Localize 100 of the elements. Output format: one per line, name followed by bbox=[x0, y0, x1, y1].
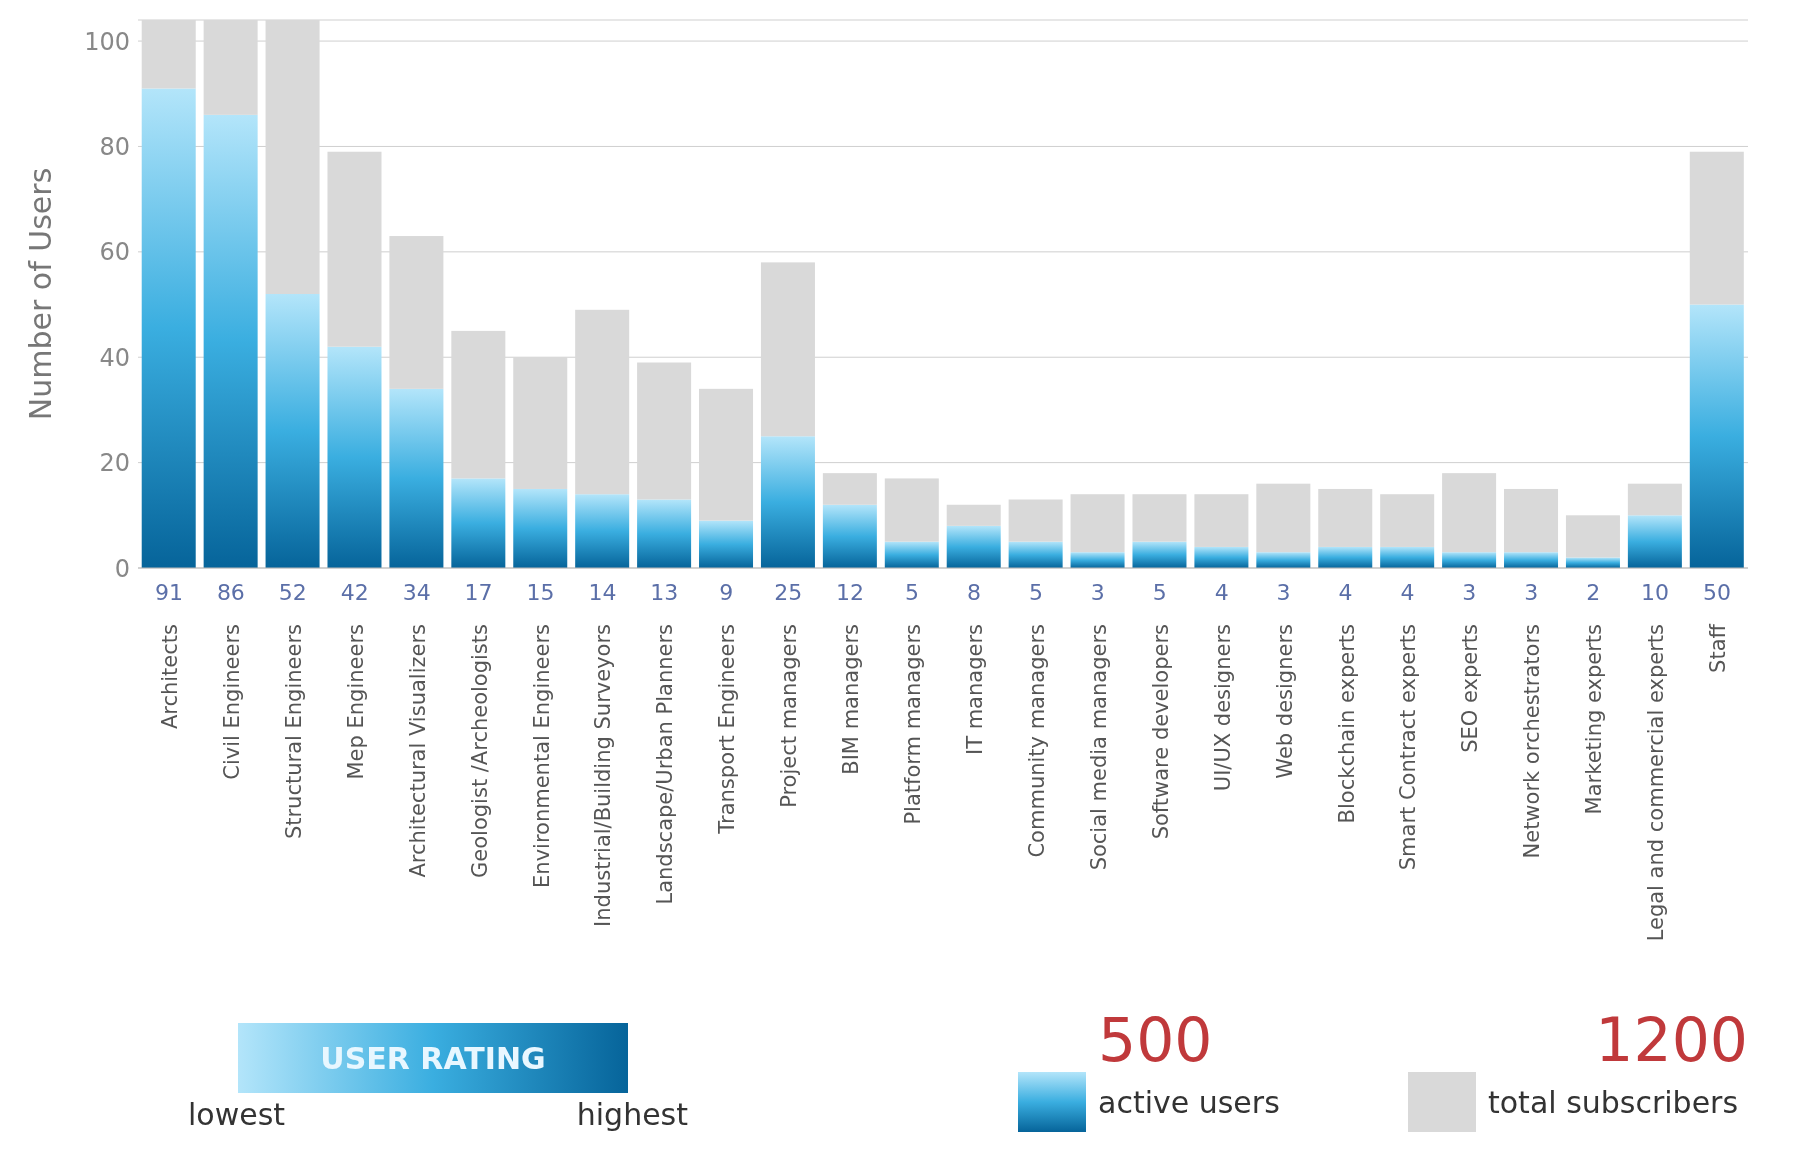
bar bbox=[1070, 494, 1125, 553]
bar bbox=[389, 388, 444, 568]
data-label: 17 bbox=[464, 580, 493, 605]
x-tick-label: Project managers bbox=[777, 624, 802, 808]
bar bbox=[822, 504, 877, 568]
bar bbox=[1565, 515, 1620, 558]
bar bbox=[1194, 546, 1249, 568]
data-label: 4 bbox=[1338, 580, 1353, 605]
bar bbox=[141, 88, 196, 568]
y-tick-label: 60 bbox=[99, 238, 130, 267]
data-label: 9 bbox=[719, 580, 734, 605]
data-label: 25 bbox=[774, 580, 803, 605]
bar bbox=[637, 499, 692, 568]
bar bbox=[1318, 546, 1373, 568]
y-tick-label: 20 bbox=[99, 449, 130, 478]
data-label: 91 bbox=[154, 580, 183, 605]
bar bbox=[1442, 552, 1497, 568]
data-label: 13 bbox=[650, 580, 679, 605]
x-tick-label: Industrial/Building Surveyors bbox=[591, 624, 616, 927]
data-label: 5 bbox=[1152, 580, 1167, 605]
x-tick-label: Structural Engineers bbox=[281, 624, 306, 840]
x-tick-label: Legal and commercial experts bbox=[1644, 624, 1669, 942]
data-label: 2 bbox=[1586, 580, 1601, 605]
x-tick-label: Community managers bbox=[1024, 624, 1049, 858]
bar bbox=[1627, 483, 1682, 516]
legend-label: total subscribers bbox=[1488, 1084, 1739, 1120]
data-label: 34 bbox=[402, 580, 431, 605]
y-axis-title: Number of Users bbox=[22, 167, 58, 421]
y-tick-label: 40 bbox=[99, 343, 130, 372]
bar bbox=[1380, 546, 1435, 568]
y-tick-label: 100 bbox=[84, 27, 130, 56]
x-tick-label: IT managers bbox=[962, 624, 987, 756]
x-tick-label: Marketing experts bbox=[1582, 624, 1607, 815]
text: lowest bbox=[188, 1097, 286, 1132]
x-tick-label: SEO experts bbox=[1458, 624, 1483, 753]
data-label: 3 bbox=[1524, 580, 1539, 605]
bar bbox=[203, 114, 258, 568]
x-tick-label: Mep Engineers bbox=[343, 624, 368, 780]
y-tick-label: 80 bbox=[99, 132, 130, 161]
bar bbox=[822, 473, 877, 505]
data-label: 3 bbox=[1462, 580, 1477, 605]
x-tick-label: Transport Engineers bbox=[715, 624, 740, 835]
x-tick-label: Web designers bbox=[1272, 624, 1297, 779]
bar bbox=[1689, 304, 1744, 568]
bar bbox=[1132, 541, 1187, 568]
color-scale: USER RATING bbox=[238, 1023, 628, 1093]
x-tick-label: Geologist /Archeologists bbox=[467, 624, 492, 878]
bar bbox=[760, 436, 815, 568]
data-label: 42 bbox=[340, 580, 369, 605]
data-label: 50 bbox=[1703, 580, 1732, 605]
bar bbox=[513, 488, 568, 568]
bar bbox=[1008, 541, 1063, 568]
bar bbox=[1627, 515, 1682, 568]
bar bbox=[451, 478, 506, 568]
x-tick-label: Landscape/Urban Planners bbox=[653, 624, 678, 905]
bar bbox=[1504, 552, 1559, 568]
data-label: 4 bbox=[1400, 580, 1415, 605]
data-label: 86 bbox=[216, 580, 245, 605]
x-tick-label: Architectural Visualizers bbox=[405, 624, 430, 878]
x-tick-label: Network orchestrators bbox=[1520, 624, 1545, 859]
bar bbox=[884, 478, 939, 542]
bar bbox=[1504, 488, 1559, 553]
bar bbox=[1442, 473, 1497, 553]
bar bbox=[1008, 499, 1063, 542]
x-tick-label: Smart Contract experts bbox=[1396, 624, 1421, 871]
data-label: 5 bbox=[1028, 580, 1043, 605]
x-tick-label: Architects bbox=[157, 624, 182, 730]
text: 500 bbox=[1097, 1005, 1214, 1075]
bar bbox=[327, 346, 382, 568]
x-tick-label: Software developers bbox=[1148, 624, 1173, 840]
data-label: 8 bbox=[966, 580, 981, 605]
bar bbox=[265, 294, 320, 568]
bar bbox=[1194, 494, 1249, 547]
text: 1200 bbox=[1594, 1005, 1748, 1075]
data-label: 14 bbox=[588, 580, 617, 605]
bar bbox=[1565, 557, 1620, 568]
x-tick-label: Civil Engineers bbox=[219, 624, 244, 780]
y-tick-label: 0 bbox=[114, 554, 130, 583]
data-label: 52 bbox=[278, 580, 307, 605]
bar bbox=[946, 525, 1001, 568]
bar bbox=[1380, 494, 1435, 547]
x-tick-label: Platform managers bbox=[901, 624, 926, 825]
x-tick-label: Environmental Engineers bbox=[529, 624, 554, 888]
bar bbox=[946, 504, 1001, 526]
x-tick-label: Social media managers bbox=[1086, 624, 1111, 871]
data-label: 3 bbox=[1090, 580, 1105, 605]
bar bbox=[1256, 483, 1311, 553]
text: highest bbox=[576, 1097, 688, 1132]
bar bbox=[699, 520, 754, 568]
data-label: 12 bbox=[836, 580, 865, 605]
bar bbox=[1132, 494, 1187, 542]
data-label: 15 bbox=[526, 580, 555, 605]
bar bbox=[1318, 488, 1373, 547]
data-label: 5 bbox=[905, 580, 920, 605]
legend-label: active users bbox=[1098, 1084, 1280, 1120]
data-label: 4 bbox=[1214, 580, 1229, 605]
x-tick-label: Blockchain experts bbox=[1334, 624, 1359, 824]
bar bbox=[1256, 552, 1311, 568]
data-label: 3 bbox=[1276, 580, 1291, 605]
x-tick-label: BIM managers bbox=[839, 624, 864, 775]
